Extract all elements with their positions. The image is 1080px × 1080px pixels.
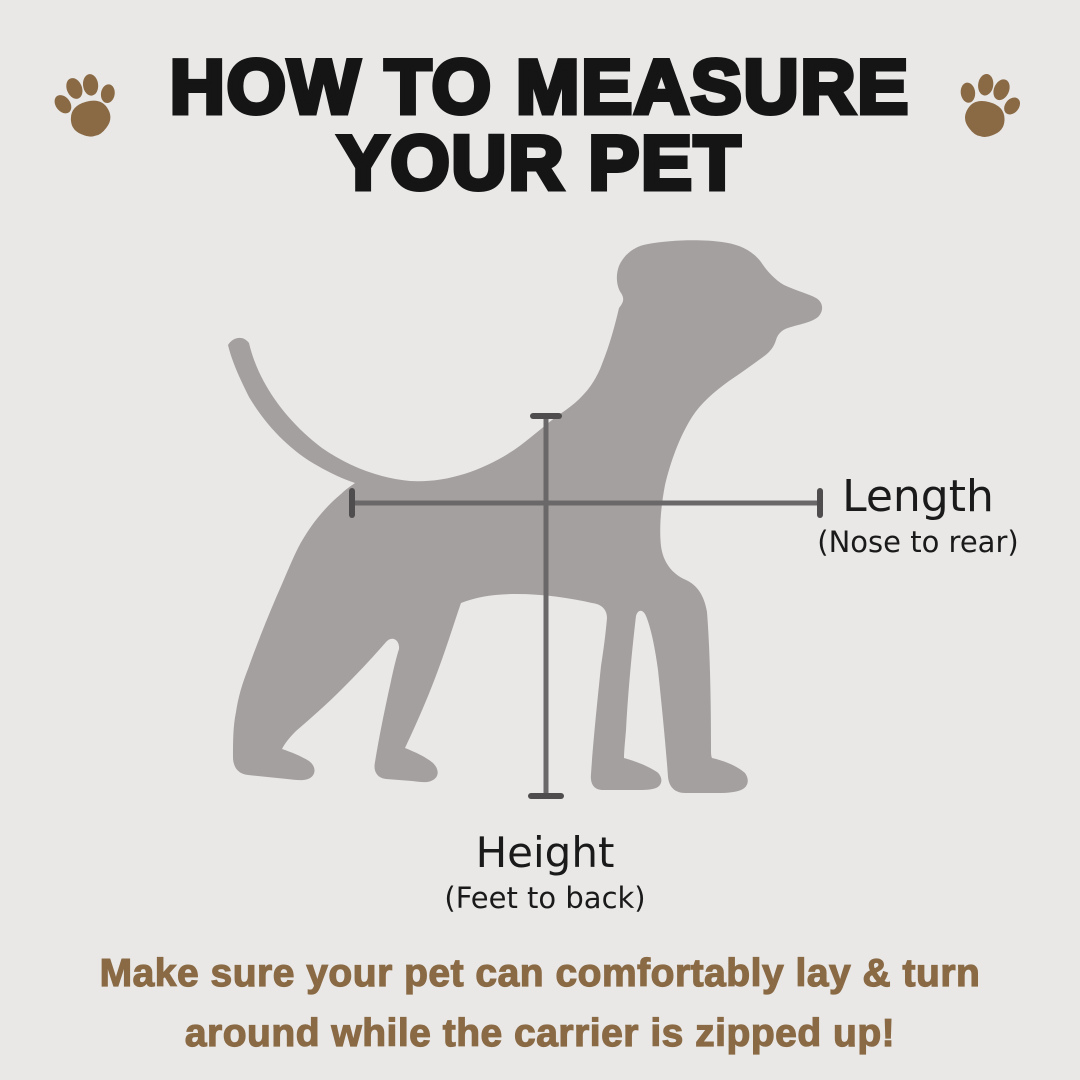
- height-label: Height: [475, 828, 615, 877]
- dog-silhouette: [228, 240, 823, 793]
- page-title-line1: HOW TO MEASURE: [167, 45, 911, 130]
- footer-note-line1: Make sure your pet can comfortably lay &…: [99, 951, 981, 995]
- height-measure-line: [528, 413, 564, 799]
- page-title: HOW TO MEASURE YOUR PET: [0, 45, 1080, 206]
- length-sublabel: (Nose to rear): [817, 525, 1019, 559]
- length-measure-line: [349, 488, 823, 518]
- length-label: Length: [842, 471, 994, 522]
- paw-icon: [54, 74, 115, 137]
- length-label-block: Length (Nose to rear): [806, 471, 1030, 559]
- paw-icon: [960, 74, 1021, 137]
- footer-note: Make sure your pet can comfortably lay &…: [0, 944, 1080, 1064]
- height-sublabel: (Feet to back): [444, 881, 646, 915]
- footer-note-line2: around while the carrier is zipped up!: [184, 1011, 896, 1055]
- paw-icon-right: [943, 58, 1032, 150]
- page-title-line2: YOUR PET: [335, 121, 743, 206]
- height-label-block: Height (Feet to back): [395, 828, 695, 915]
- paw-icon-left: [41, 58, 130, 150]
